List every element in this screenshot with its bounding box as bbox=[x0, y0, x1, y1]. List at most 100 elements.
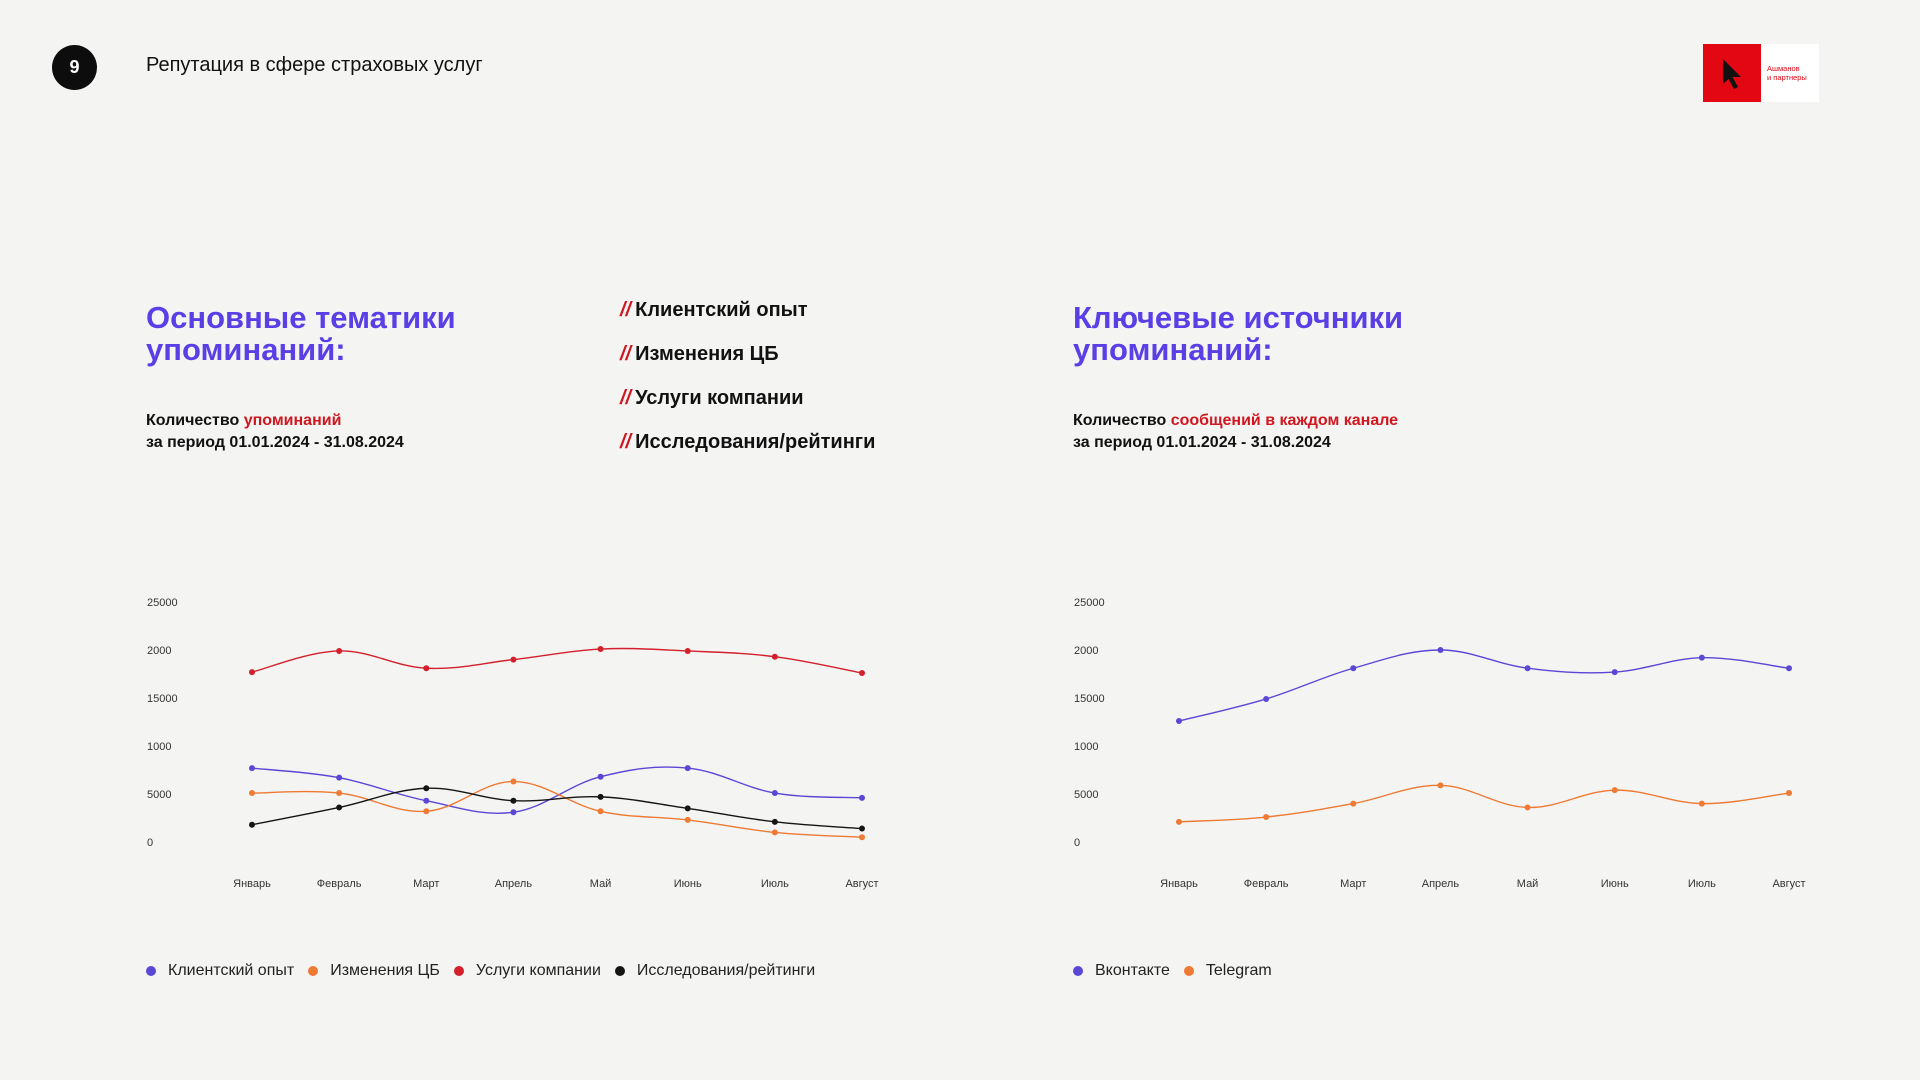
data-point bbox=[859, 794, 865, 801]
left-caption: Количество упоминаний за период 01.01.20… bbox=[146, 412, 404, 451]
y-tick-label: 2000 bbox=[1074, 645, 1098, 657]
right-caption-highlight: сообщений в каждом канале bbox=[1170, 412, 1399, 429]
data-point bbox=[423, 785, 430, 792]
legend-dot bbox=[453, 966, 464, 976]
data-point bbox=[249, 790, 255, 797]
data-point bbox=[336, 647, 343, 654]
legend-dot bbox=[1073, 966, 1083, 976]
y-tick-label: 1000 bbox=[1074, 741, 1098, 753]
data-point bbox=[597, 808, 604, 815]
legend-item: Услуги компании bbox=[453, 962, 601, 980]
right-section-title: Ключевые источники упоминаний: bbox=[1073, 300, 1404, 367]
sources-legend: Вконтакте Telegram bbox=[1073, 962, 1286, 980]
data-point bbox=[1437, 782, 1444, 789]
data-point bbox=[1786, 790, 1792, 797]
data-point bbox=[597, 646, 604, 653]
legend-dot bbox=[308, 966, 319, 976]
series-line bbox=[251, 787, 863, 830]
topics-list: //Клиентский опыт //Изменения ЦБ //Услуг… bbox=[620, 294, 875, 470]
left-caption-highlight: упоминаний bbox=[243, 412, 342, 429]
series-line bbox=[251, 780, 863, 838]
y-tick-label: 0 bbox=[147, 837, 153, 849]
data-point bbox=[336, 790, 343, 797]
x-tick-label: Февраль bbox=[317, 878, 362, 890]
data-point bbox=[771, 653, 778, 660]
slide-number: 9 bbox=[52, 45, 97, 90]
data-point bbox=[1263, 814, 1270, 821]
legend-item: Исследования/рейтинги bbox=[614, 962, 815, 980]
data-point bbox=[510, 797, 517, 804]
data-point bbox=[1524, 665, 1531, 672]
y-tick-label: 2000 bbox=[147, 645, 171, 657]
data-point bbox=[1698, 654, 1705, 661]
data-point bbox=[1698, 800, 1705, 807]
legend-dot bbox=[146, 966, 156, 976]
data-point bbox=[771, 818, 778, 825]
logo-text: Ашманов и партнеры bbox=[1767, 64, 1807, 82]
legend-item: Изменения ЦБ bbox=[308, 962, 440, 980]
series-line bbox=[251, 766, 863, 814]
y-tick-label: 0 bbox=[1074, 837, 1080, 849]
data-point bbox=[336, 774, 343, 781]
data-point bbox=[1786, 665, 1792, 672]
data-point bbox=[597, 793, 604, 800]
data-point bbox=[859, 834, 865, 841]
x-tick-label: Март bbox=[1340, 878, 1366, 890]
data-point bbox=[1611, 787, 1618, 794]
x-tick-label: Январь bbox=[233, 878, 271, 890]
series-line bbox=[1178, 784, 1790, 823]
x-tick-label: Май bbox=[1517, 878, 1539, 890]
legend-item: Telegram bbox=[1183, 962, 1272, 980]
company-logo: Ашманов и партнеры bbox=[1703, 44, 1819, 102]
data-point bbox=[684, 765, 691, 772]
legend-dot bbox=[1183, 966, 1194, 976]
data-point bbox=[1176, 718, 1182, 725]
data-point bbox=[510, 656, 517, 663]
x-tick-label: Июнь bbox=[1601, 878, 1629, 890]
data-point bbox=[1176, 818, 1182, 825]
data-point bbox=[684, 647, 691, 654]
data-point bbox=[249, 669, 255, 676]
legend-item: Клиентский опыт bbox=[146, 962, 294, 980]
right-caption: Количество сообщений в каждом канале за … bbox=[1073, 412, 1399, 451]
data-point bbox=[859, 670, 865, 677]
sources-line-chart: 0 5000 1000 15000 2000 25000 Январь Февраль Март… bbox=[1074, 597, 1806, 890]
x-tick-label: Июль bbox=[1688, 878, 1716, 890]
x-tick-label: Июль bbox=[761, 878, 789, 890]
y-tick-label: 5000 bbox=[1074, 789, 1098, 801]
data-point bbox=[771, 790, 778, 797]
data-point bbox=[1350, 665, 1357, 672]
data-point bbox=[423, 665, 430, 672]
topics-legend: Клиентский опыт Изменения ЦБ Услуги комп… bbox=[146, 962, 829, 980]
y-tick-label: 1000 bbox=[147, 741, 171, 753]
data-point bbox=[684, 805, 691, 812]
topic-item-client-experience: //Клиентский опыт bbox=[620, 299, 808, 321]
x-tick-label: Август bbox=[845, 878, 878, 890]
left-section-title: Основные тематики упоминаний: bbox=[146, 300, 456, 367]
series-line bbox=[251, 647, 863, 674]
x-tick-label: Февраль bbox=[1244, 878, 1289, 890]
data-point bbox=[510, 778, 517, 785]
x-tick-label: Апрель bbox=[495, 878, 533, 890]
data-point bbox=[336, 804, 343, 811]
x-tick-label: Март bbox=[413, 878, 439, 890]
page-title: Репутация в сфере страховых услуг bbox=[146, 54, 483, 76]
data-point bbox=[249, 821, 255, 828]
data-point bbox=[423, 808, 430, 815]
data-point bbox=[423, 797, 430, 804]
x-tick-label: Май bbox=[590, 878, 612, 890]
logo-cursor-icon bbox=[1703, 44, 1761, 102]
data-point bbox=[510, 809, 517, 816]
legend-item: Вконтакте bbox=[1073, 962, 1170, 980]
data-point bbox=[1437, 647, 1444, 653]
data-point bbox=[1611, 669, 1618, 676]
y-tick-label: 25000 bbox=[147, 597, 178, 609]
data-point bbox=[1350, 800, 1357, 807]
data-point bbox=[859, 825, 865, 832]
legend-dot bbox=[614, 966, 625, 976]
topic-item-cb-changes: //Изменения ЦБ bbox=[620, 343, 779, 365]
series-line bbox=[1178, 649, 1790, 722]
topics-line-chart: 0 5000 1000 15000 2000 25000 Январь Февраль Март… bbox=[147, 597, 879, 890]
x-tick-label: Апрель bbox=[1422, 878, 1460, 890]
data-point bbox=[597, 773, 604, 780]
